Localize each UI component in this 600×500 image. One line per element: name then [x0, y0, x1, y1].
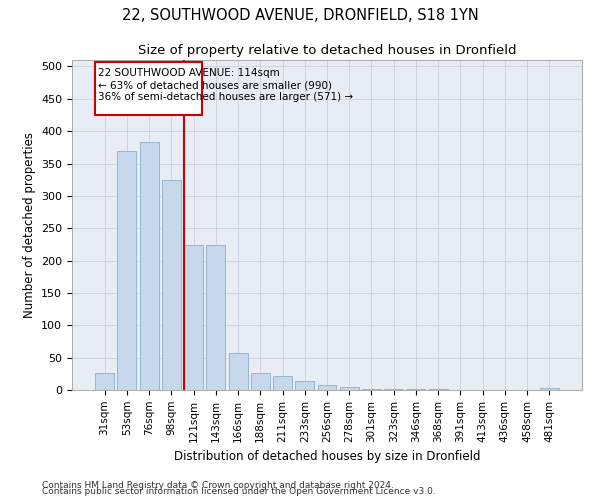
- Bar: [95, 372, 114, 390]
- Text: Contains HM Land Registry data © Crown copyright and database right 2024.: Contains HM Land Registry data © Crown c…: [42, 480, 394, 490]
- Title: Size of property relative to detached houses in Dronfield: Size of property relative to detached ho…: [138, 44, 516, 58]
- Bar: [184, 245, 203, 390]
- Text: Contains public sector information licensed under the Open Government Licence v3: Contains public sector information licen…: [42, 487, 436, 496]
- X-axis label: Distribution of detached houses by size in Dronfield: Distribution of detached houses by size …: [174, 450, 480, 463]
- Bar: [540, 388, 559, 390]
- Bar: [251, 372, 270, 390]
- Bar: [118, 150, 136, 390]
- Text: 36% of semi-detached houses are larger (571) →: 36% of semi-detached houses are larger (…: [98, 92, 353, 102]
- Bar: [140, 142, 158, 390]
- FancyBboxPatch shape: [95, 62, 202, 115]
- Text: 22 SOUTHWOOD AVENUE: 114sqm: 22 SOUTHWOOD AVENUE: 114sqm: [98, 68, 280, 78]
- Bar: [295, 381, 314, 390]
- Bar: [340, 388, 359, 390]
- Y-axis label: Number of detached properties: Number of detached properties: [23, 132, 35, 318]
- Bar: [317, 386, 337, 390]
- Bar: [229, 353, 248, 390]
- Bar: [362, 388, 381, 390]
- Text: ← 63% of detached houses are smaller (990): ← 63% of detached houses are smaller (99…: [98, 80, 332, 90]
- Bar: [162, 180, 181, 390]
- Bar: [273, 376, 292, 390]
- Text: 22, SOUTHWOOD AVENUE, DRONFIELD, S18 1YN: 22, SOUTHWOOD AVENUE, DRONFIELD, S18 1YN: [122, 8, 478, 22]
- Bar: [206, 245, 225, 390]
